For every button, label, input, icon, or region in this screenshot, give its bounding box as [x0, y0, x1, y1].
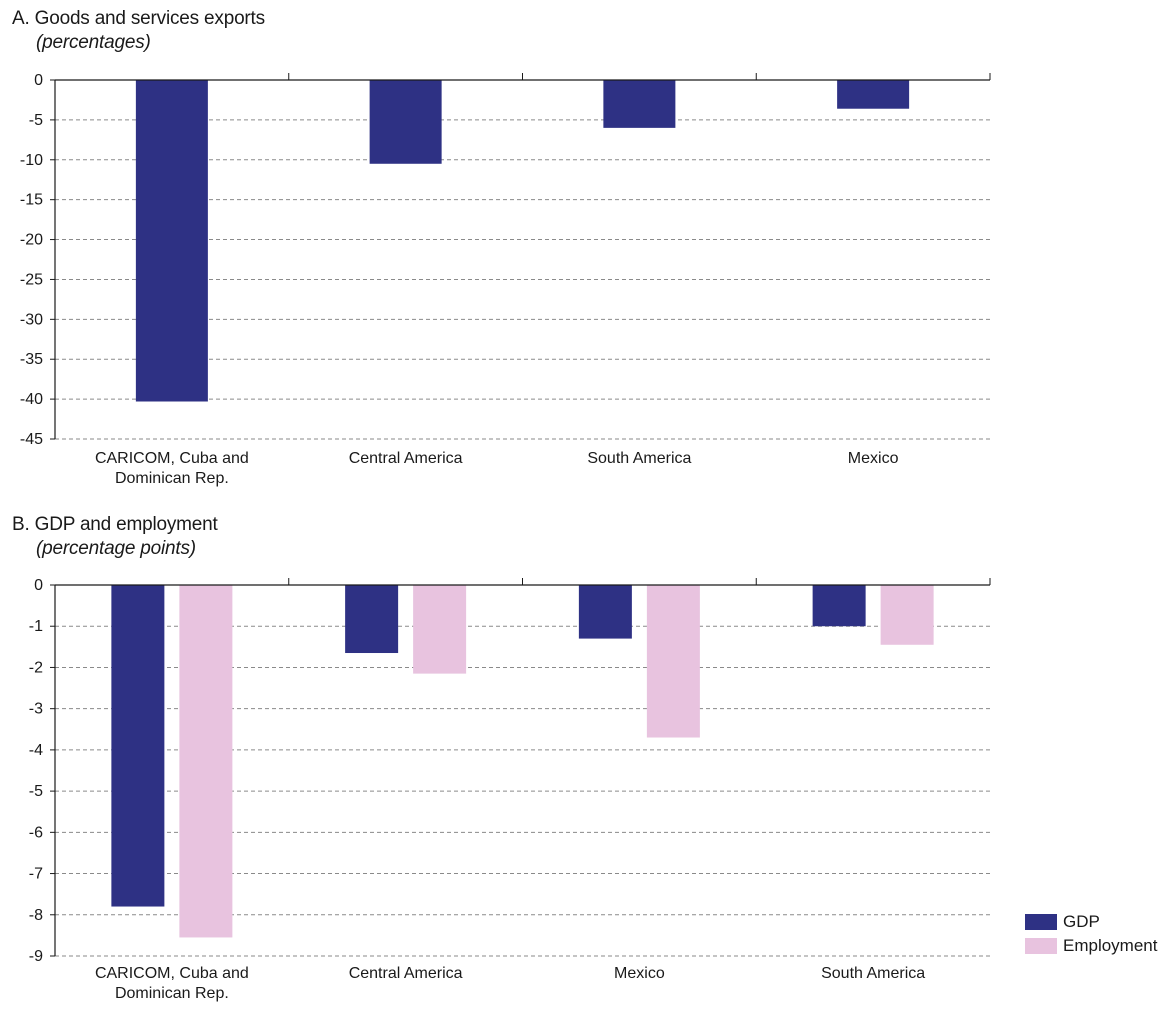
- y-tick-label-a-2: -10: [20, 152, 43, 169]
- category-label-b-0: CARICOM, Cuba and Dominican Rep.: [95, 965, 249, 1002]
- panel-b-title: B. GDP and employment: [12, 514, 218, 535]
- bar-a-s0-3: [837, 80, 910, 109]
- category-label-a-0: CARICOM, Cuba and Dominican Rep.: [95, 450, 249, 487]
- y-tick-label-a-8: -40: [20, 391, 43, 408]
- legend: GDP Employment: [1025, 910, 1157, 958]
- panel-b-subtitle: (percentage points): [36, 538, 196, 559]
- y-tick-label-b-0: 0: [34, 577, 43, 594]
- panel-a-title: A. Goods and services exports: [12, 8, 265, 29]
- y-tick-label-b-3: -3: [29, 701, 43, 718]
- category-label-b-1: Central America: [349, 965, 463, 982]
- chart-b: 0 -1 -2 -3 -4 -5 -6 -7 -8 -9 CARICOM, Cuba and Domi…: [29, 577, 991, 1002]
- bar-b-s0-2: [578, 585, 632, 639]
- bar-b-s1-3: [880, 585, 934, 645]
- y-tick-label-b-8: -8: [29, 907, 43, 924]
- y-tick-label-b-9: -9: [29, 948, 43, 965]
- chart-a: 0 -5 -10 -15 -20 -25 -30 -35 -40 -45 CARICOM, Cuba…: [20, 72, 991, 487]
- category-label-a-2: South America: [587, 450, 691, 467]
- legend-item-gdp: GDP: [1025, 910, 1157, 934]
- legend-item-employment: Employment: [1025, 934, 1157, 958]
- y-tick-label-b-5: -5: [29, 783, 43, 800]
- bar-a-s0-0: [135, 80, 208, 402]
- legend-label-employment: Employment: [1063, 936, 1158, 955]
- bar-a-s0-1: [369, 80, 442, 164]
- panel-a-subtitle: (percentages): [36, 32, 151, 53]
- legend-swatch-gdp: [1025, 914, 1057, 930]
- y-tick-label-a-3: -15: [20, 192, 43, 209]
- y-tick-label-b-2: -2: [29, 659, 43, 676]
- legend-label-gdp: GDP: [1063, 912, 1100, 931]
- y-tick-label-b-1: -1: [29, 618, 43, 635]
- bar-b-s0-0: [111, 585, 165, 907]
- category-label-b-2: Mexico: [614, 965, 665, 982]
- y-tick-label-b-7: -7: [29, 866, 43, 883]
- y-tick-label-a-0: 0: [34, 72, 43, 89]
- category-label-b-3: South America: [821, 965, 925, 982]
- y-tick-label-b-6: -6: [29, 824, 43, 841]
- y-tick-label-a-6: -30: [20, 311, 43, 328]
- category-label-a-1: Central America: [349, 450, 463, 467]
- bar-b-s0-3: [812, 585, 866, 627]
- category-label-a-3: Mexico: [848, 450, 899, 467]
- y-tick-label-a-4: -20: [20, 232, 43, 249]
- y-tick-label-a-5: -25: [20, 271, 43, 288]
- y-tick-label-b-4: -4: [29, 742, 43, 759]
- bar-a-s0-2: [603, 80, 676, 128]
- legend-swatch-employment: [1025, 938, 1057, 954]
- y-tick-label-a-1: -5: [29, 112, 43, 129]
- y-tick-label-a-7: -35: [20, 351, 43, 368]
- bar-b-s1-0: [179, 585, 233, 938]
- bar-b-s1-1: [413, 585, 467, 674]
- bar-b-s0-1: [345, 585, 399, 654]
- bar-b-s1-2: [646, 585, 700, 738]
- y-tick-label-a-9: -45: [20, 431, 43, 448]
